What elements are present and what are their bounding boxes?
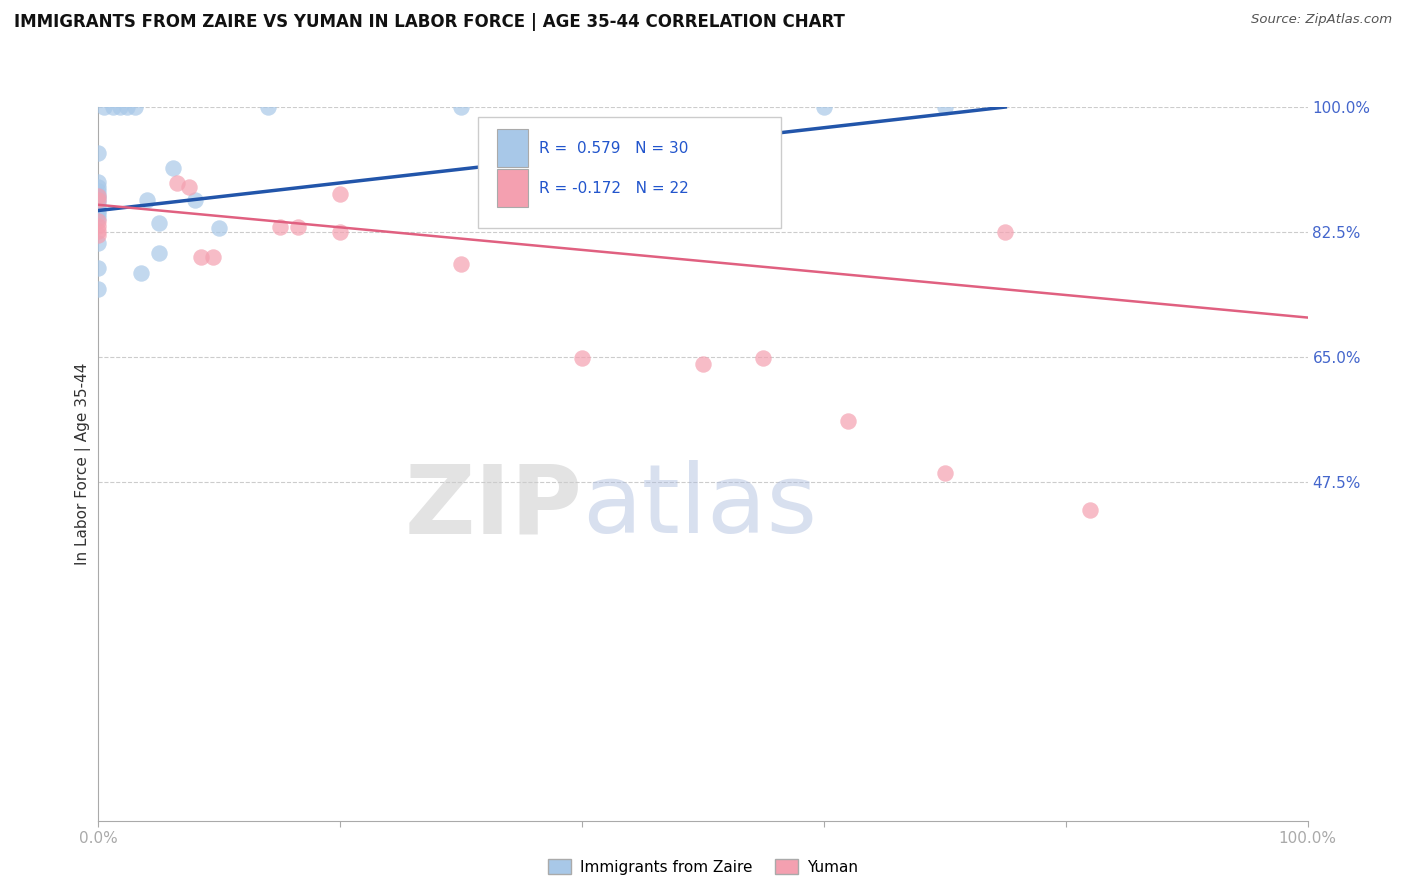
Point [87, 235, 110, 250]
Point [135, 193, 157, 207]
Point [87, 188, 110, 202]
Point [208, 221, 231, 235]
Text: IMMIGRANTS FROM ZAIRE VS YUMAN IN LABOR FORCE | AGE 35-44 CORRELATION CHART: IMMIGRANTS FROM ZAIRE VS YUMAN IN LABOR … [14, 13, 845, 31]
Point [129, 266, 152, 280]
Point [269, 219, 291, 234]
Point [87, 260, 110, 275]
Point [994, 225, 1017, 239]
Point [87, 198, 110, 212]
Point [87, 207, 110, 221]
Point [101, 100, 124, 114]
Point [87, 228, 110, 243]
Point [813, 100, 835, 114]
Point [87, 193, 110, 207]
Text: Source: ZipAtlas.com: Source: ZipAtlas.com [1251, 13, 1392, 27]
Y-axis label: In Labor Force | Age 35-44: In Labor Force | Age 35-44 [76, 363, 91, 565]
Point [934, 466, 956, 480]
Point [329, 225, 352, 239]
Point [166, 177, 188, 191]
Point [837, 414, 859, 428]
Point [87, 175, 110, 189]
Point [934, 100, 956, 114]
Point [87, 187, 110, 202]
Text: ZIP: ZIP [404, 460, 582, 553]
Point [87, 211, 110, 225]
Point [124, 100, 146, 114]
Point [87, 219, 110, 234]
Point [108, 100, 131, 114]
Legend: Immigrants from Zaire, Yuman: Immigrants from Zaire, Yuman [541, 853, 865, 880]
Point [256, 100, 278, 114]
Point [1078, 503, 1101, 517]
Point [87, 203, 110, 218]
Point [692, 357, 714, 371]
Point [148, 216, 170, 230]
Point [184, 193, 207, 207]
Text: atlas: atlas [582, 460, 817, 553]
Point [450, 257, 472, 271]
Point [148, 246, 170, 260]
Point [87, 224, 110, 238]
Point [93, 100, 115, 114]
Point [571, 351, 593, 366]
Point [202, 250, 225, 264]
Point [87, 184, 110, 198]
Point [329, 187, 352, 202]
Point [190, 250, 212, 264]
Point [752, 351, 775, 366]
Point [87, 214, 110, 228]
Point [287, 219, 309, 234]
Point [117, 100, 139, 114]
Point [87, 194, 110, 209]
Point [450, 100, 472, 114]
Point [87, 191, 110, 205]
Point [87, 282, 110, 296]
Point [87, 146, 110, 161]
Point [179, 180, 201, 194]
Text: R = -0.172   N = 22: R = -0.172 N = 22 [538, 181, 689, 195]
Point [162, 161, 184, 175]
Text: R =  0.579   N = 30: R = 0.579 N = 30 [538, 141, 688, 155]
Point [87, 180, 110, 194]
